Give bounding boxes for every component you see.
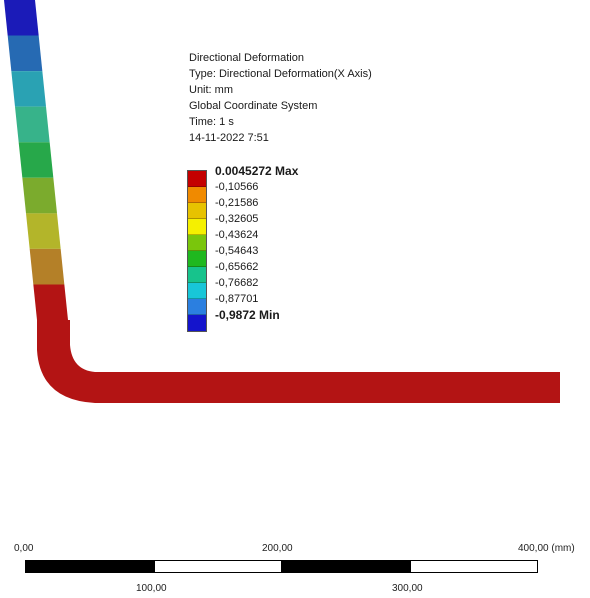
scale-segment-1 xyxy=(25,560,154,573)
legend-value-10: -0,9872 Min xyxy=(215,308,280,322)
result-type: Type: Directional Deformation(X Axis) xyxy=(189,68,372,80)
legend-band-4 xyxy=(188,219,206,235)
vertical-segment-7 xyxy=(26,213,61,249)
vertical-segment-4 xyxy=(15,106,50,143)
vertical-segment-5 xyxy=(18,142,54,178)
scale-ruler: 0,00 200,00 400,00 (mm) 100,00 300,00 xyxy=(0,540,590,598)
legend-band-8 xyxy=(188,283,206,299)
legend-color-bar xyxy=(187,170,207,332)
legend-value-3: -0,21586 xyxy=(215,197,259,209)
legend-value-7: -0,65662 xyxy=(215,261,259,273)
vertical-segment-6 xyxy=(22,177,57,214)
result-date: 14-11-2022 7:51 xyxy=(189,132,269,144)
scale-segment-2 xyxy=(154,560,282,573)
vertical-segment-1 xyxy=(4,0,39,36)
result-info: Directional Deformation Type: Directiona… xyxy=(189,50,372,146)
legend-band-1 xyxy=(188,171,206,187)
legend-band-10 xyxy=(188,315,206,331)
scale-label-400: 400,00 (mm) xyxy=(518,543,575,554)
vertical-segment-8 xyxy=(29,248,65,285)
legend-band-2 xyxy=(188,187,206,203)
result-time: Time: 1 s xyxy=(189,116,234,128)
legend-value-5: -0,43624 xyxy=(215,229,259,241)
legend-value-4: -0,32605 xyxy=(215,213,259,225)
legend-band-5 xyxy=(188,235,206,251)
vertical-segment-3 xyxy=(11,71,47,107)
result-title: Directional Deformation xyxy=(189,52,304,64)
legend-value-6: -0,54643 xyxy=(215,245,259,257)
vertical-segment-2 xyxy=(7,35,43,72)
legend-value-8: -0,76682 xyxy=(215,277,259,289)
scale-label-100: 100,00 xyxy=(136,583,167,594)
legend-value-2: -0,10566 xyxy=(215,181,259,193)
elbow-bend xyxy=(37,320,560,403)
legend-value-1: 0.0045272 Max xyxy=(215,164,299,178)
scale-label-200: 200,00 xyxy=(262,543,293,554)
result-unit: Unit: mm xyxy=(189,84,233,96)
vertical-leg xyxy=(4,0,68,320)
scale-segment-4 xyxy=(410,560,538,573)
scale-label-0: 0,00 xyxy=(14,543,34,554)
legend-value-9: -0,87701 xyxy=(215,293,259,305)
scale-segment-3 xyxy=(282,560,410,573)
legend-band-6 xyxy=(188,251,206,267)
vertical-segment-9 xyxy=(33,284,68,320)
legend-band-3 xyxy=(188,203,206,219)
result-coordinate-system: Global Coordinate System xyxy=(189,100,318,112)
legend-band-9 xyxy=(188,299,206,315)
legend-band-7 xyxy=(188,267,206,283)
scale-label-300: 300,00 xyxy=(392,583,423,594)
